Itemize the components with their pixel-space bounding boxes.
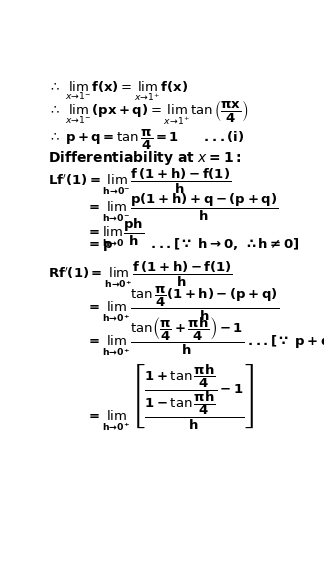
Text: $\mathbf{= \lim_{h \to 0} \dfrac{ph}{h}}$: $\mathbf{= \lim_{h \to 0} \dfrac{ph}{h}}… xyxy=(86,217,144,249)
Text: $\bf{Differentiability\ at}$ $\it{x}$$\bf{= 1:}$: $\bf{Differentiability\ at}$ $\it{x}$$\b… xyxy=(48,149,241,167)
Text: $\mathbf{= \lim_{h \to 0^+} \dfrac{\tan\!\left(\dfrac{\pi}{4}+\dfrac{\pi h}{4}\r: $\mathbf{= \lim_{h \to 0^+} \dfrac{\tan\… xyxy=(86,315,324,358)
Text: $\mathbf{= \lim_{h \to 0^-} \dfrac{p(1+h)+q-(p+q)}{h}}$: $\mathbf{= \lim_{h \to 0^-} \dfrac{p(1+h… xyxy=(86,192,278,224)
Text: $\therefore\; \lim_{x \to 1^-} \mathbf{f(x)} = \lim_{x \to 1^+} \mathbf{f(x)}$: $\therefore\; \lim_{x \to 1^-} \mathbf{f… xyxy=(48,79,188,103)
Text: $\mathbf{= \lim_{h \to 0^+} \dfrac{\tan \dfrac{\pi}{4}(1+h)-(p+q)}{h}}$: $\mathbf{= \lim_{h \to 0^+} \dfrac{\tan … xyxy=(86,284,279,324)
Text: $\mathbf{Rf'(1) = \lim_{h \to 0^+} \dfrac{f\,(1+h)-f(1)}{h}}$: $\mathbf{Rf'(1) = \lim_{h \to 0^+} \dfra… xyxy=(48,259,233,290)
Text: $\therefore\; \mathbf{p + q = \tan \dfrac{\pi}{4} = 1} \qquad \mathbf{...(i)}$: $\therefore\; \mathbf{p + q = \tan \dfra… xyxy=(48,128,244,152)
Text: $\therefore\; \lim_{x \to 1^-} \mathbf{(px + q)} = \lim_{x \to 1^+} \mathbf{\tan: $\therefore\; \lim_{x \to 1^-} \mathbf{(… xyxy=(48,99,248,128)
Text: $\mathbf{Lf'(1) = \lim_{h \to 0^-} \dfrac{f\,(1+h)-f(1)}{h}}$: $\mathbf{Lf'(1) = \lim_{h \to 0^-} \dfra… xyxy=(48,167,231,198)
Text: $\mathbf{= p} \qquad\quad \mathbf{...[\because\; h \to 0,\; \therefore h \neq 0]: $\mathbf{= p} \qquad\quad \mathbf{...[\b… xyxy=(86,236,299,253)
Text: $\mathbf{= \lim_{h \to 0^+} \left[\dfrac{\dfrac{1+\tan\dfrac{\pi h}{4}}{1-\tan\d: $\mathbf{= \lim_{h \to 0^+} \left[\dfrac… xyxy=(86,363,254,433)
